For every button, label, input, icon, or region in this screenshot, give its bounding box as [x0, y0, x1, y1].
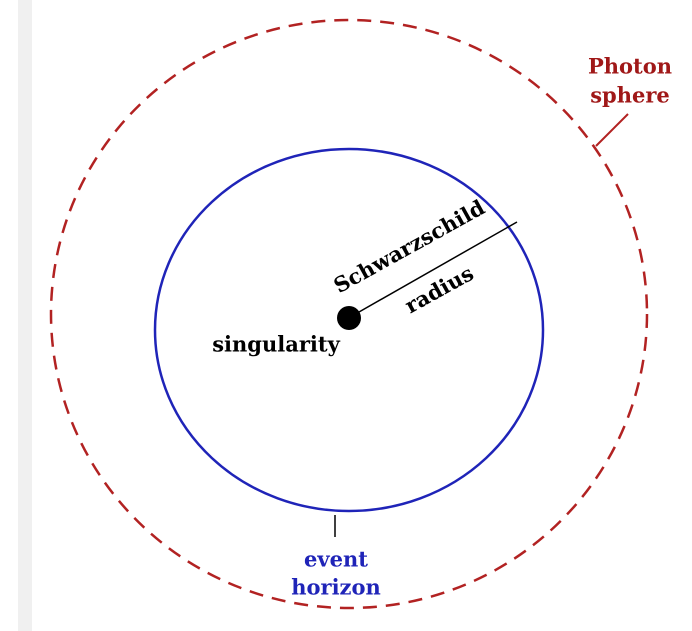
photon-label: Photon [588, 54, 672, 79]
event-label: event [304, 547, 368, 572]
photon-pointer [595, 113, 629, 147]
radius-line [351, 221, 518, 317]
sphere-label: sphere [590, 83, 670, 108]
singularity-label: singularity [212, 332, 340, 357]
singularity-dot [337, 306, 361, 330]
side-strip [18, 0, 32, 631]
event-horizon [153, 147, 545, 513]
horizon-label: horizon [291, 575, 381, 600]
photon-sphere [49, 18, 649, 610]
